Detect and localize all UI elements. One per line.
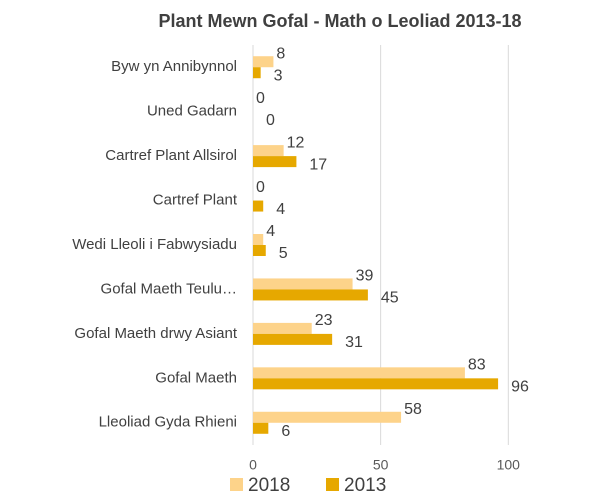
data-label: 83 (468, 357, 486, 374)
bar (253, 378, 499, 390)
x-tick-label: 100 (497, 457, 521, 473)
bar (253, 156, 297, 168)
bar (253, 278, 353, 290)
bar (253, 333, 333, 345)
y-tick-label: Gofal Maeth Teulu… (101, 280, 237, 297)
data-label: 4 (266, 223, 275, 240)
bar (253, 322, 312, 334)
y-tick-label: Uned Gadarn (147, 103, 237, 120)
bar (253, 67, 261, 79)
data-label: 0 (256, 179, 265, 196)
legend-swatch (326, 478, 339, 491)
bar (253, 245, 266, 256)
data-label: 0 (256, 90, 265, 107)
data-label: 39 (356, 268, 374, 285)
bar (253, 411, 402, 423)
bar (253, 145, 284, 157)
y-tick-label: Lleoliad Gyda Rhieni (99, 414, 237, 431)
data-label: 45 (381, 290, 399, 307)
data-label: 23 (315, 312, 333, 329)
y-tick-label: Wedi Lleoli i Fabwysiadu (72, 236, 237, 253)
bar (253, 367, 465, 379)
y-tick-label: Cartref Plant Allsirol (105, 147, 237, 164)
data-label: 58 (404, 401, 422, 418)
legend-swatch (230, 478, 243, 491)
bar (253, 422, 269, 434)
y-tick-label: Byw yn Annibynnol (111, 58, 237, 75)
data-label: 31 (345, 334, 363, 351)
x-tick-label: 0 (249, 457, 257, 473)
bar (253, 56, 274, 68)
data-label: 4 (276, 201, 285, 218)
data-label: 5 (279, 245, 288, 262)
data-label: 12 (287, 134, 305, 151)
bar (253, 289, 368, 301)
data-label: 17 (309, 156, 327, 173)
y-tick-label: Cartref Plant (153, 192, 238, 209)
data-label: 0 (266, 112, 275, 129)
data-label: 8 (276, 45, 285, 62)
bar (253, 234, 264, 245)
y-tick-label: Gofal Maeth drwy Asiant (74, 325, 237, 342)
legend-label: 2018 (248, 475, 290, 495)
chart-title: Plant Mewn Gofal - Math o Leoliad 2013-1… (158, 11, 521, 31)
x-tick-label: 50 (373, 457, 389, 473)
bar (253, 200, 264, 212)
data-label: 96 (511, 379, 529, 396)
legend-label: 2013 (344, 475, 386, 495)
data-label: 3 (274, 67, 283, 84)
y-tick-label: Gofal Maeth (155, 369, 237, 386)
data-label: 6 (281, 423, 290, 440)
